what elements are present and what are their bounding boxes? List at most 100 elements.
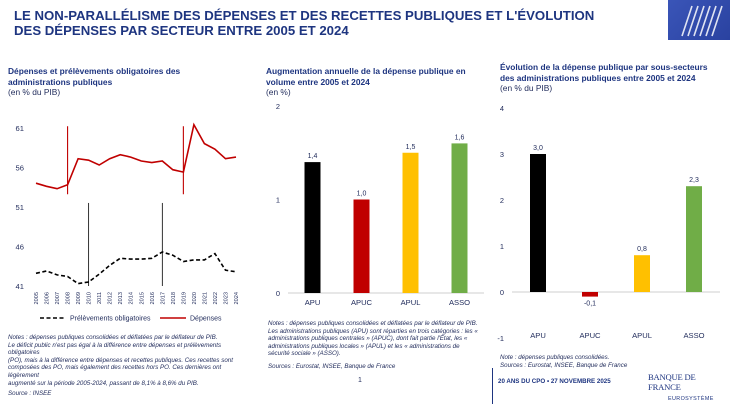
chart3-heading: Évolution de la dépense publique par sou… — [500, 62, 725, 93]
chart1-line-chart: 41 46 51 56 61 2005 2006 2007 2008 2009 2010 2011 20… — [16, 122, 240, 323]
category-label: APUL — [401, 298, 421, 307]
category-label: ASSO — [683, 331, 704, 340]
data-label: 1,5 — [406, 144, 416, 151]
bar-apu — [304, 162, 321, 293]
x-tick-label: 2020 — [192, 292, 198, 304]
chart1-title-line1: Dépenses et prélèvements obligatoires de… — [8, 66, 181, 76]
x-tick-label: 2015 — [139, 292, 145, 304]
category-label: APU — [530, 331, 546, 340]
x-tick-label: 2021 — [202, 292, 208, 304]
chart2-note-line: sécurité sociale » (ASSO). — [268, 350, 341, 358]
y-tick-label: 1 — [500, 242, 504, 251]
data-label: -0,1 — [584, 301, 596, 308]
chart2-note-line: Notes : dépenses publiques consolidées e… — [268, 320, 478, 327]
footer-event: 20 ANS DU CPO • 27 NOVEMBRE 2025 — [498, 378, 611, 385]
data-label: 2,3 — [689, 177, 699, 184]
series-line-prelevements — [35, 251, 237, 285]
chart2-note-line: administrations publiques locales » (APU… — [268, 342, 460, 350]
y-tick-label: 4 — [500, 104, 504, 113]
chart2-source: Sources : Eurostat, INSEE, Banque de Fra… — [268, 362, 396, 370]
y-tick-label: 0 — [500, 288, 504, 297]
y-tick-label: -1 — [497, 334, 504, 343]
y-tick-label: 41 — [16, 282, 24, 291]
category-label: APUC — [579, 331, 601, 340]
stripes-icon — [681, 5, 723, 37]
x-tick-label: 2018 — [171, 292, 177, 304]
x-tick-label: 2014 — [129, 292, 135, 304]
chart2-notes: Notes : dépenses publiques consolidées e… — [268, 320, 488, 371]
x-tick-label: 2024 — [234, 292, 240, 304]
category-label: APU — [305, 298, 321, 307]
y-tick-label: 0 — [276, 289, 280, 298]
chart3-title-line1: Évolution de la dépense publique par sou… — [500, 62, 708, 72]
bar-asso — [451, 143, 468, 293]
chart1-source: Source : INSEE — [8, 390, 52, 398]
brand-corner-logo — [668, 0, 730, 40]
y-tick-label: 2 — [500, 196, 504, 205]
y-tick-label: 46 — [16, 242, 24, 251]
chart1-unit: (en % du PIB) — [8, 87, 61, 97]
chart1-note-line: composées des PO, mais également des rec… — [8, 364, 222, 379]
x-tick-label: 2006 — [45, 292, 51, 304]
page-title-line1: LE NON-PARALLÉLISME DES DÉPENSES ET DES … — [14, 8, 595, 23]
x-tick-label: 2017 — [160, 292, 166, 304]
chart1-notes: Notes : dépenses publiques consolidées e… — [8, 334, 248, 398]
brand-subtitle: EUROSYSTÈME — [668, 396, 714, 402]
bar-apul — [402, 152, 419, 293]
x-tick-label: 2016 — [150, 292, 156, 304]
footer-divider — [492, 368, 493, 404]
chart1-note-line: Notes : dépenses publiques consolidées e… — [8, 334, 218, 341]
chart2-note-line: administrations publiques centrales » (A… — [268, 335, 468, 343]
chart3-note-line: Note : dépenses publiques consolidées. — [500, 354, 610, 361]
chart3-bar-chart: -1 0 1 2 3 4 3,0 APU -0,1 APUC 0,8 APUL 2,3 ASSO — [497, 104, 720, 343]
data-label: 0,8 — [637, 246, 647, 253]
category-label: APUL — [632, 331, 652, 340]
data-label: 1,6 — [455, 134, 465, 141]
x-tick-label: 2008 — [66, 292, 72, 304]
x-tick-label: 2010 — [87, 292, 93, 304]
data-label: 3,0 — [533, 145, 543, 152]
chart1-title-line2: administrations publiques — [8, 76, 113, 87]
chart2-note-line: Les administrations publiques (APU) sont… — [268, 327, 478, 335]
category-label: APUC — [351, 298, 373, 307]
y-tick-label: 1 — [276, 196, 280, 205]
chart2-bar-chart: 0 1 2 1,4 APU 1,0 APUC 1,5 APUL 1,6 ASSO — [276, 102, 484, 307]
chart1-note-line: (PO), mais à la différence entre dépense… — [8, 356, 233, 364]
bar-apuc — [582, 292, 598, 297]
chart2-unit: (en %) — [266, 87, 291, 97]
chart2-heading: Augmentation annuelle de la dépense publ… — [266, 66, 486, 97]
y-tick-label: 2 — [276, 102, 280, 111]
chart3-source: Sources : Eurostat, INSEE, Banque de Fra… — [500, 361, 628, 369]
data-label: 1,0 — [357, 191, 367, 198]
page-title: LE NON-PARALLÉLISME DES DÉPENSES ET DES … — [14, 8, 614, 38]
x-tick-label: 2009 — [76, 292, 82, 304]
x-tick-label: 2007 — [55, 292, 61, 304]
page-number: 1 — [358, 377, 362, 384]
y-tick-label: 61 — [16, 124, 24, 133]
chart3-unit: (en % du PIB) — [500, 83, 553, 93]
bar-apu — [530, 154, 546, 292]
x-tick-label: 2005 — [34, 292, 40, 304]
x-tick-label: 2019 — [181, 292, 187, 304]
y-tick-label: 3 — [500, 150, 504, 159]
x-tick-label: 2022 — [213, 292, 219, 304]
chart2-title-line2: volume entre 2005 et 2024 — [266, 76, 370, 87]
brand-name: BANQUE DE FRANCE — [648, 372, 696, 392]
chart1-note-line: augmenté sur la période 2005-2024, passa… — [8, 379, 199, 387]
legend-label-prelevements: Prélèvements obligatoires — [70, 316, 151, 323]
chart3-notes: Note : dépenses publiques consolidées. S… — [500, 354, 725, 369]
category-label: ASSO — [449, 298, 470, 307]
page-title-line2: DES DÉPENSES PAR SECTEUR ENTRE 2005 ET 2… — [14, 23, 349, 38]
chart1-note-line: Le déficit public n'est pas égal à la di… — [8, 341, 222, 357]
chart2-title-line1: Augmentation annuelle de la dépense publ… — [266, 66, 466, 76]
series-line-depenses — [35, 122, 237, 190]
chart1-heading: Dépenses et prélèvements obligatoires de… — [8, 66, 208, 97]
x-tick-label: 2012 — [108, 292, 114, 304]
x-tick-label: 2013 — [118, 292, 124, 304]
x-tick-label: 2011 — [97, 292, 103, 304]
legend-label-depenses: Dépenses — [190, 316, 222, 323]
chart3-title-line2: des administrations publiques entre 2005… — [500, 72, 696, 83]
bar-apul — [634, 255, 650, 292]
y-tick-label: 56 — [16, 163, 24, 172]
y-tick-label: 51 — [16, 203, 24, 212]
